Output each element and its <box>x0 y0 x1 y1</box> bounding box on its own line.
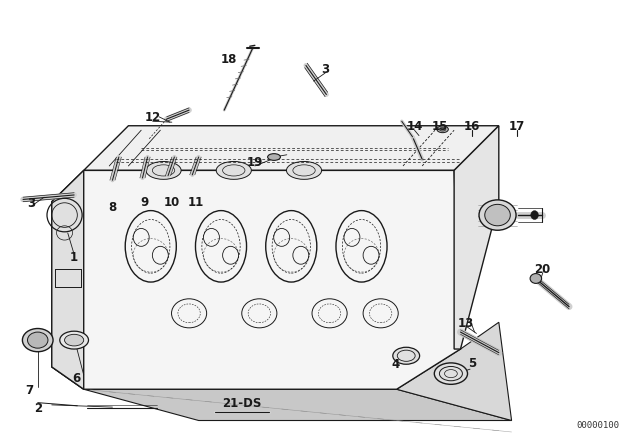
Text: 10: 10 <box>164 196 180 209</box>
Ellipse shape <box>435 363 467 384</box>
Polygon shape <box>84 126 499 170</box>
Ellipse shape <box>60 331 88 349</box>
Text: 2: 2 <box>34 401 42 414</box>
Text: 3: 3 <box>28 198 35 211</box>
Ellipse shape <box>530 274 541 284</box>
Text: 20: 20 <box>534 263 550 276</box>
Ellipse shape <box>22 328 53 352</box>
Polygon shape <box>454 126 499 349</box>
Text: 21-DS: 21-DS <box>223 397 262 410</box>
Text: 14: 14 <box>406 120 422 133</box>
Text: 5: 5 <box>468 357 476 370</box>
Text: 3: 3 <box>321 64 329 77</box>
Text: 7: 7 <box>26 383 33 396</box>
Text: 12: 12 <box>145 111 161 124</box>
Polygon shape <box>52 170 461 389</box>
Ellipse shape <box>479 200 516 230</box>
Polygon shape <box>52 170 84 389</box>
Polygon shape <box>397 322 511 421</box>
Polygon shape <box>84 389 511 421</box>
Text: 17: 17 <box>509 120 525 133</box>
Text: 9: 9 <box>140 196 148 209</box>
Ellipse shape <box>393 347 420 364</box>
Text: 15: 15 <box>432 120 448 133</box>
Text: 13: 13 <box>458 317 474 330</box>
Ellipse shape <box>146 161 181 179</box>
Ellipse shape <box>440 128 446 131</box>
Ellipse shape <box>484 204 510 226</box>
Text: 00000100: 00000100 <box>576 422 620 431</box>
Text: 19: 19 <box>246 156 263 169</box>
Text: 6: 6 <box>72 371 80 384</box>
Ellipse shape <box>437 126 449 133</box>
Text: 18: 18 <box>221 53 237 66</box>
Text: 16: 16 <box>464 120 480 133</box>
Ellipse shape <box>531 211 538 220</box>
Ellipse shape <box>287 161 321 179</box>
Ellipse shape <box>216 161 252 179</box>
Ellipse shape <box>28 332 48 348</box>
Text: 4: 4 <box>391 358 399 371</box>
Polygon shape <box>52 349 461 389</box>
Ellipse shape <box>268 154 280 160</box>
Text: 8: 8 <box>108 201 116 214</box>
Text: 11: 11 <box>188 196 204 209</box>
Text: 1: 1 <box>70 251 78 264</box>
Ellipse shape <box>65 334 84 346</box>
